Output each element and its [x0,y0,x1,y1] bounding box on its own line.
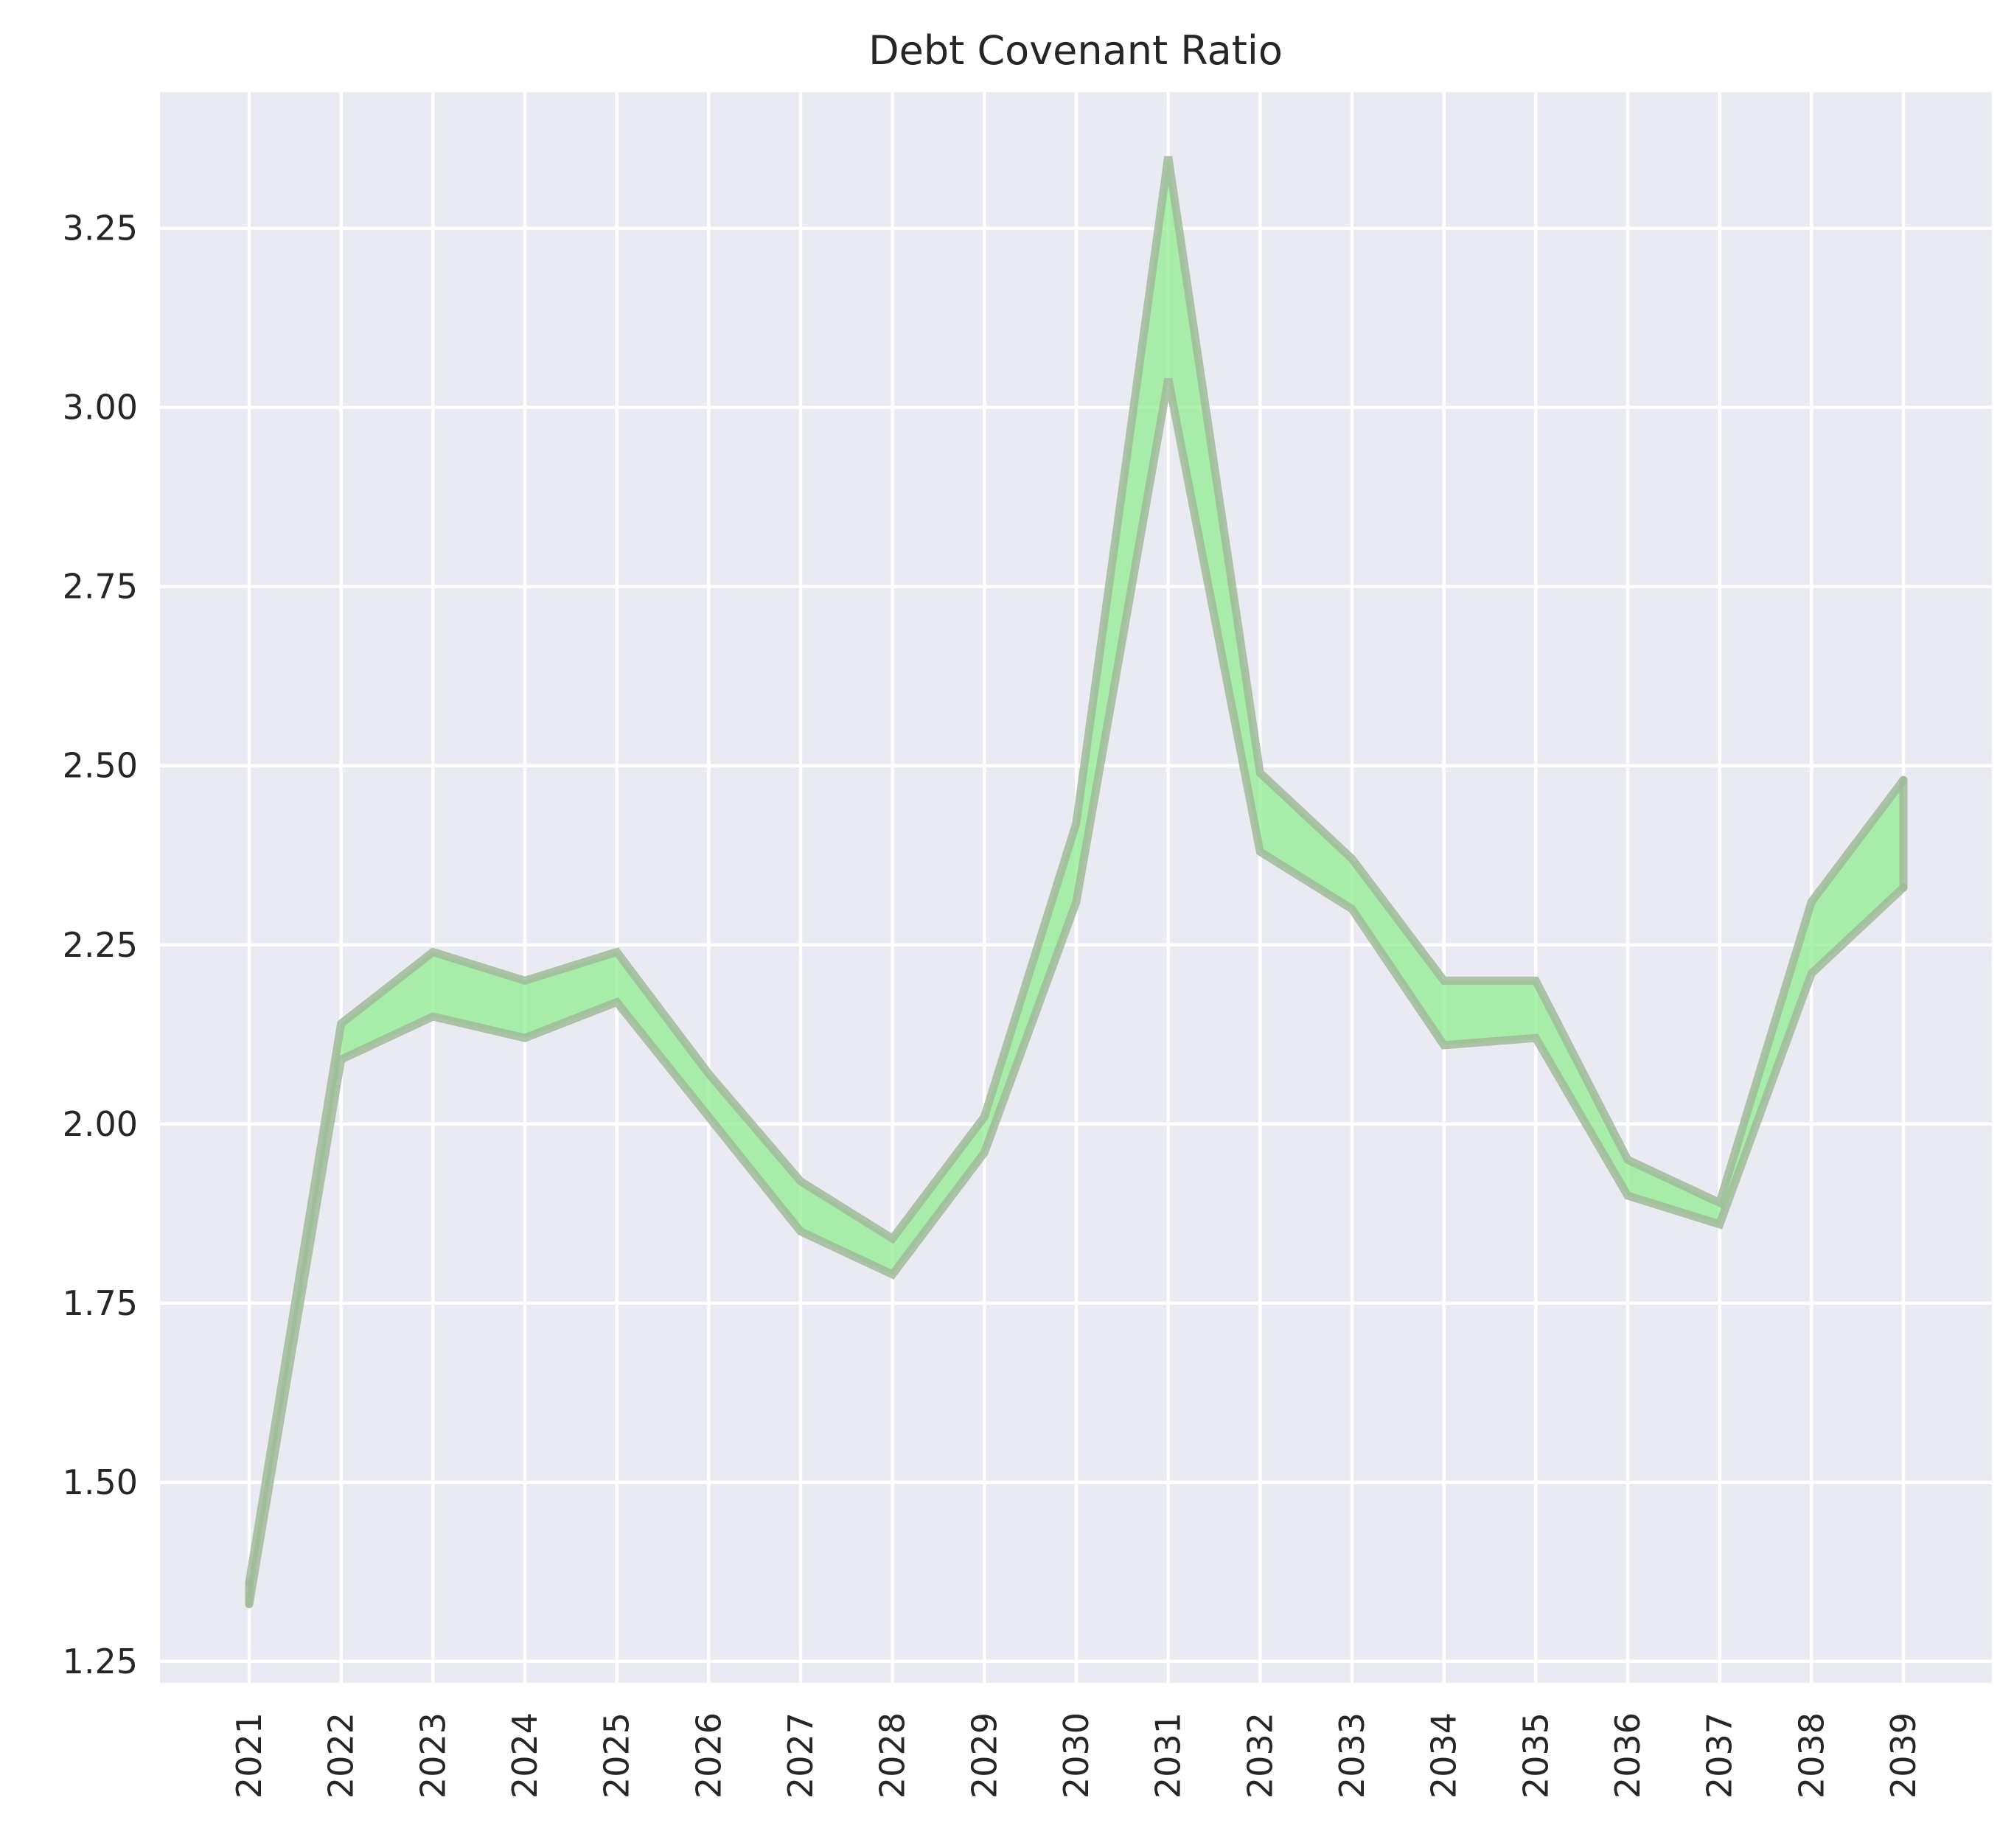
x-tick-label: 2034 [1424,1712,1464,1799]
x-tick-label: 2024 [505,1712,545,1799]
x-tick-label: 2029 [964,1712,1004,1799]
x-tick-label: 2033 [1332,1712,1372,1799]
x-tick-label: 2037 [1700,1712,1740,1799]
y-tick-label: 3.25 [63,209,138,248]
x-axis-ticks: 2021 2022 2023 2024 2025 2026 2027 2028 2029 2030… [229,1712,1923,1799]
x-tick-label: 2027 [781,1712,820,1799]
x-tick-label: 2038 [1791,1712,1831,1799]
x-tick-label: 2028 [873,1712,913,1799]
data-layer [245,156,1908,1608]
x-tick-label: 2031 [1149,1712,1188,1799]
x-tick-label: 2039 [1884,1712,1923,1799]
x-tick-label: 2022 [321,1712,361,1799]
x-tick-label: 2036 [1608,1712,1648,1799]
y-tick-label: 1.50 [63,1462,138,1502]
x-tick-label: 2021 [229,1712,269,1799]
y-tick-label: 1.75 [63,1283,138,1323]
y-tick-label: 2.50 [63,746,138,786]
x-tick-label: 2023 [413,1712,453,1799]
y-tick-label: 2.00 [63,1104,138,1144]
y-tick-label: 2.25 [63,925,138,965]
y-tick-label: 3.00 [63,388,138,428]
y-tick-label: 1.25 [63,1642,138,1681]
lower-series-line [245,377,1908,1608]
y-tick-label: 2.75 [63,567,138,607]
chart-title: Debt Covenant Ratio [868,27,1283,74]
y-axis-ticks: 1.25 1.50 1.75 2.00 2.25 2.50 2.75 3.00 3.25 [63,209,138,1681]
x-tick-label: 2026 [689,1712,728,1799]
x-tick-label: 2035 [1516,1712,1555,1799]
x-tick-label: 2032 [1240,1712,1280,1799]
upper-series-line [245,156,1908,1587]
x-tick-label: 2030 [1056,1712,1096,1799]
x-tick-label: 2025 [597,1712,637,1799]
